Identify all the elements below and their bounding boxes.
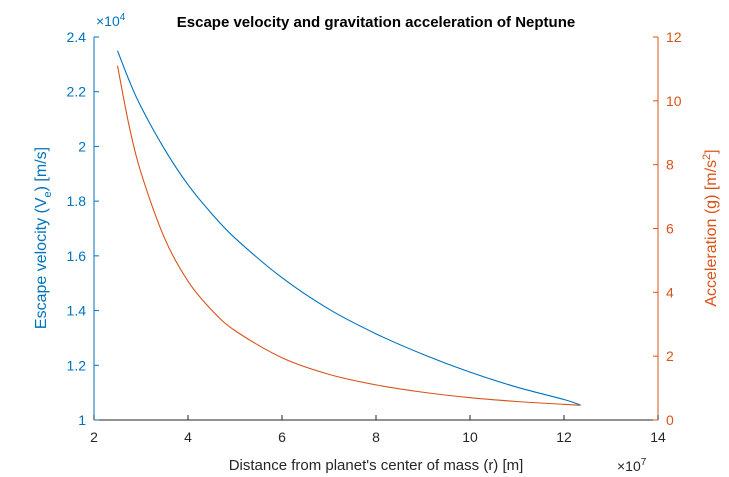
left-y-tick-label: 1.8: [67, 193, 87, 209]
left-y-label-sub: e: [42, 191, 54, 197]
left-y-tick-label: 2: [78, 138, 86, 154]
x-axis-label: Distance from planet's center of mass (r…: [229, 457, 524, 474]
right-y-label-tail: ]: [703, 149, 720, 153]
right-y-tick-label: 6: [666, 221, 674, 237]
left-y-axis-label: Escape velocity (Ve) [m/s]: [33, 147, 54, 329]
right-y-tick-label: 4: [666, 284, 674, 300]
right-y-axis-label: Acceleration (g) [m/s2]: [701, 149, 720, 306]
right-y-label-main: Acceleration (g) [m/s: [703, 160, 720, 307]
left-y-tick-label: 1.2: [67, 357, 87, 373]
left-y-label-main: Escape velocity (V: [33, 197, 50, 329]
left-exponent-base: ×10: [96, 13, 120, 29]
left-exponent-label: ×104: [96, 12, 126, 29]
plot-area: [94, 37, 658, 420]
right-y-label-sup: 2: [701, 154, 713, 160]
left-y-tick-label: 1.6: [67, 248, 87, 264]
x-exponent-power: 7: [641, 457, 647, 468]
left-y-tick-label: 1: [78, 412, 86, 428]
x-exponent-label: ×107: [617, 457, 647, 474]
right-y-tick-label: 12: [666, 29, 682, 45]
x-tick-label: 14: [650, 429, 666, 445]
x-exponent-base: ×10: [617, 458, 641, 474]
left-y-tick-label: 1.4: [67, 303, 87, 319]
right-y-tick-label: 0: [666, 412, 674, 428]
escape-velocity-series-line: [116, 50, 581, 406]
x-tick-label: 10: [462, 429, 478, 445]
axes-layer: 2 4 6 8 10 12 14 1 1.2 1.4 1.6 1.8 2 2.2 2.4 0 2 4 6 8 10 12: [67, 29, 682, 445]
left-y-label-tail: ) [m/s]: [33, 147, 50, 191]
x-tick-label: 12: [556, 429, 572, 445]
x-tick-label: 2: [90, 429, 98, 445]
x-tick-label: 8: [372, 429, 380, 445]
x-tick-label: 6: [278, 429, 286, 445]
right-y-tick-label: 2: [666, 348, 674, 364]
left-y-tick-label: 2.4: [67, 29, 87, 45]
acceleration-series-line: [116, 65, 581, 406]
left-exponent-power: 4: [120, 12, 126, 23]
right-y-tick-label: 8: [666, 157, 674, 173]
x-tick-label: 4: [184, 429, 192, 445]
chart-title: Escape velocity and gravitation accelera…: [177, 14, 575, 31]
left-y-tick-label: 2.2: [67, 84, 87, 100]
series-layer: [116, 50, 581, 406]
right-y-tick-label: 10: [666, 93, 682, 109]
